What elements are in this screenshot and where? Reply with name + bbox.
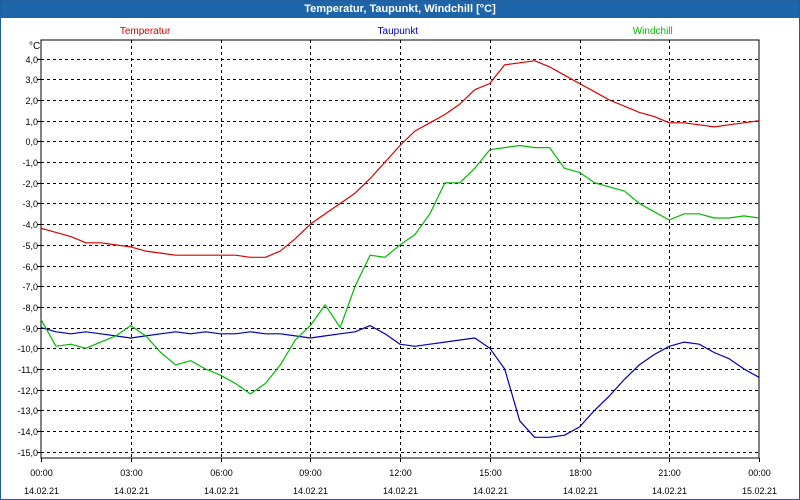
y-tick-label: 2,0 <box>25 96 38 106</box>
y-tick-label: -8,0 <box>22 303 38 313</box>
y-axis-unit-label: °C <box>29 41 40 52</box>
series-line-windchill <box>40 144 760 395</box>
x-tick-date-label: 14.02.21 <box>114 486 149 496</box>
x-axis-ticks: 00:00 14.02.21 03:00 14.02.21 06:00 14.02.21 0… <box>24 458 777 496</box>
y-tick-label: -5,0 <box>22 241 38 251</box>
grid-lines <box>41 40 759 458</box>
x-tick-time-label: 21:00 <box>658 468 681 478</box>
y-tick-label: 4,0 <box>25 55 38 65</box>
x-tick-date-label: 14.02.21 <box>383 486 418 496</box>
legend-item-taupunkt: Taupunkt <box>378 26 419 37</box>
window-title: Temperatur, Taupunkt, Windchill [°C] <box>1 1 799 18</box>
y-axis-ticks: 4,0 3,0 2,0 1,0 0,0 -1,0 -2,0 -3,0 -4,0 -5,0 -6,0 -… <box>17 55 41 458</box>
x-tick-time-label: 06:00 <box>210 468 233 478</box>
y-tick-label: -15,0 <box>17 448 38 458</box>
x-tick-time-label: 12:00 <box>389 468 412 478</box>
y-tick-label: 0,0 <box>25 137 38 147</box>
y-tick-label: -11,0 <box>18 365 38 375</box>
series-line-temperatur <box>40 60 760 258</box>
y-tick-label: -13,0 <box>17 406 38 416</box>
x-tick-time-label: 09:00 <box>299 468 322 478</box>
x-tick-date-label: 14.02.21 <box>652 486 687 496</box>
series-line-taupunkt <box>40 325 760 438</box>
y-tick-label: -4,0 <box>22 220 38 230</box>
x-tick-date-label: 14.02.21 <box>293 486 328 496</box>
y-tick-label: -3,0 <box>22 199 38 209</box>
y-tick-label: 3,0 <box>25 75 38 85</box>
x-tick-date-label: 14.02.21 <box>204 486 239 496</box>
y-tick-label: -10,0 <box>17 344 38 354</box>
x-tick-time-label: 15:00 <box>479 468 502 478</box>
y-tick-label: -2,0 <box>22 179 38 189</box>
x-tick-date-label: 14.02.21 <box>473 486 508 496</box>
x-tick-date-label: 14.02.21 <box>24 486 59 496</box>
legend-item-temperatur: Temperatur <box>120 26 171 37</box>
y-tick-label: -7,0 <box>22 282 38 292</box>
y-tick-label: -9,0 <box>22 324 38 334</box>
legend: Temperatur Taupunkt Windchill <box>120 26 673 37</box>
legend-item-windchill: Windchill <box>633 26 673 37</box>
x-tick-time-label: 18:00 <box>569 468 592 478</box>
line-chart: 4,0 3,0 2,0 1,0 0,0 -1,0 -2,0 -3,0 -4,0 -5,0 -6,0 -… <box>17 26 777 496</box>
y-tick-label: -1,0 <box>22 158 38 168</box>
x-tick-date-label: 14.02.21 <box>563 486 598 496</box>
y-tick-label: -12,0 <box>17 386 38 396</box>
y-tick-label: 1,0 <box>25 117 38 127</box>
x-tick-date-label: 15.02.21 <box>742 486 777 496</box>
x-tick-time-label: 00:00 <box>30 468 53 478</box>
x-tick-time-label: 03:00 <box>120 468 143 478</box>
y-tick-label: -14,0 <box>17 427 38 437</box>
series-lines <box>40 60 760 438</box>
x-tick-time-label: 00:00 <box>748 468 771 478</box>
y-tick-label: -6,0 <box>22 262 38 272</box>
